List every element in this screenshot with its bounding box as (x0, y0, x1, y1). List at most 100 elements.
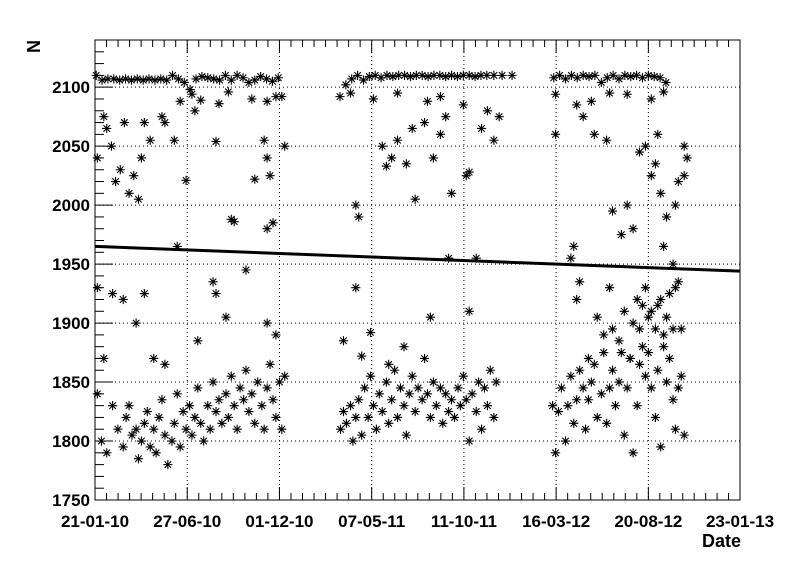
data-point (431, 401, 441, 411)
data-point (205, 424, 215, 434)
data-point (268, 218, 278, 228)
data-point (622, 89, 632, 99)
y-tick-label: 1850 (52, 373, 90, 392)
data-point (354, 395, 364, 405)
data-point (643, 347, 653, 358)
data-point (599, 347, 609, 358)
data-point (102, 448, 112, 458)
data-point (452, 71, 463, 82)
data-point (425, 312, 436, 322)
data-point (354, 212, 364, 222)
data-point (169, 418, 179, 428)
data-point (572, 73, 582, 83)
data-point (555, 70, 565, 80)
data-point (121, 412, 131, 423)
data-point (187, 430, 197, 440)
data-point (129, 171, 139, 181)
data-point (428, 377, 438, 387)
data-point (127, 430, 137, 440)
data-point (586, 377, 596, 387)
data-point (646, 171, 656, 181)
data-point (410, 194, 420, 204)
y-tick-label: 1750 (52, 491, 90, 510)
data-point (637, 342, 648, 352)
data-point (628, 448, 638, 458)
data-point (661, 377, 672, 387)
data-point (410, 406, 420, 417)
data-point (139, 117, 149, 128)
data-point (203, 73, 213, 83)
data-point (646, 94, 656, 104)
data-point (549, 73, 559, 83)
data-point (566, 70, 577, 80)
data-point (489, 412, 499, 423)
data-point (634, 359, 645, 369)
data-point (211, 406, 221, 417)
data-point (247, 94, 257, 104)
data-point (124, 401, 134, 411)
data-point (253, 377, 263, 387)
data-point (136, 436, 147, 446)
data-point (280, 371, 290, 381)
data-point (446, 395, 457, 405)
data-point (368, 401, 379, 411)
data-point (550, 129, 561, 139)
data-point (229, 401, 239, 411)
data-point (365, 327, 376, 338)
data-point (256, 71, 266, 82)
data-point (435, 383, 446, 393)
data-point (507, 70, 517, 80)
data-point (670, 424, 680, 434)
data-point (280, 141, 290, 151)
data-point (464, 436, 474, 446)
data-point (425, 412, 436, 423)
data-points (91, 70, 692, 470)
data-point (664, 288, 675, 299)
data-point (262, 383, 272, 393)
data-point (244, 406, 254, 417)
data-point (265, 171, 275, 181)
data-point (673, 383, 683, 393)
data-point (449, 412, 460, 423)
data-point (661, 312, 672, 322)
x-tick-label: 16-03-12 (522, 512, 590, 531)
data-point (118, 442, 128, 452)
data-point (413, 383, 423, 393)
data-point (682, 153, 692, 163)
data-point (208, 277, 218, 287)
data-point (619, 306, 629, 316)
data-point (650, 412, 661, 423)
x-tick-label: 07-05-11 (338, 512, 405, 531)
data-point (262, 96, 272, 106)
data-point (345, 401, 356, 411)
data-point (126, 75, 137, 85)
data-point (608, 70, 618, 80)
data-point (659, 342, 669, 352)
data-point (268, 395, 278, 405)
data-point (115, 75, 125, 85)
y-tick-label: 2000 (52, 196, 90, 215)
data-point (190, 106, 200, 116)
data-point (560, 74, 571, 84)
data-point (381, 377, 391, 387)
data-point (607, 365, 618, 375)
data-point (357, 430, 367, 440)
data-point (139, 288, 149, 299)
x-axis-title: Date (702, 531, 741, 551)
data-point (250, 174, 260, 184)
data-point (214, 395, 224, 405)
data-point (352, 70, 363, 80)
axis-ticks (94, 40, 741, 501)
data-point (370, 70, 380, 80)
data-point (388, 71, 398, 82)
data-point (335, 92, 345, 102)
data-point (399, 70, 410, 80)
data-point (142, 406, 152, 417)
data-point (185, 84, 195, 95)
data-point (419, 353, 430, 364)
data-point (620, 70, 630, 80)
data-point (592, 312, 602, 322)
data-point (485, 365, 495, 375)
data-point (133, 454, 144, 464)
data-point (247, 389, 257, 399)
